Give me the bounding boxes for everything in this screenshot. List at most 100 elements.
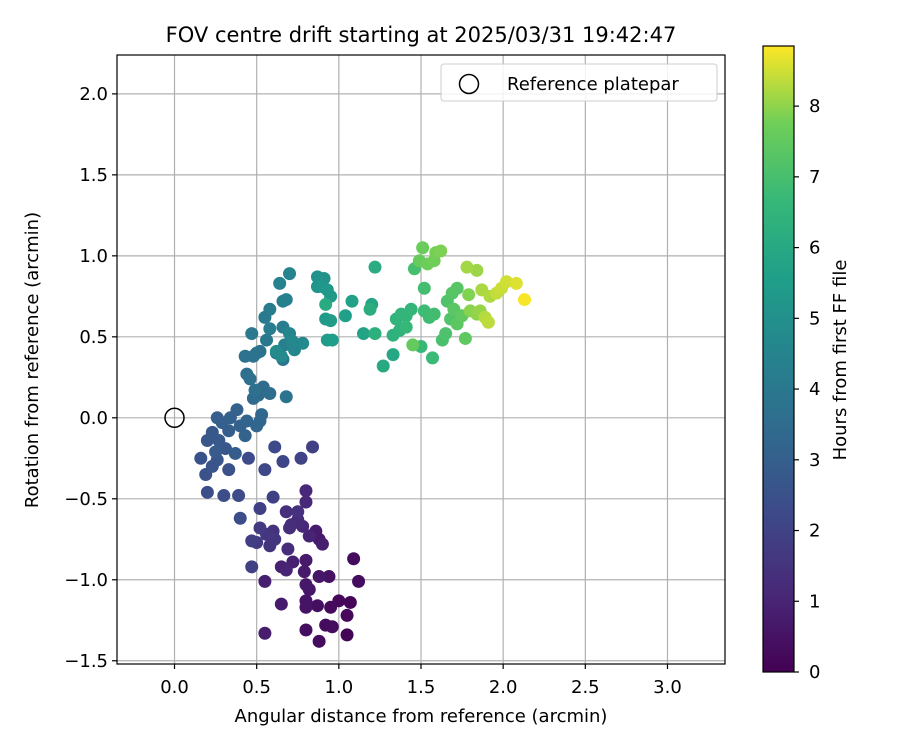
data-point xyxy=(263,387,277,401)
data-point xyxy=(294,451,308,465)
data-point xyxy=(439,327,453,341)
data-point xyxy=(209,445,223,459)
data-point xyxy=(310,599,324,613)
data-point xyxy=(340,608,354,622)
colorbar-tick-label: 5 xyxy=(809,308,820,329)
data-point xyxy=(343,595,357,609)
data-point xyxy=(194,451,208,465)
data-point xyxy=(238,429,252,443)
data-point xyxy=(263,322,277,336)
data-point xyxy=(222,463,236,477)
data-point xyxy=(241,451,255,465)
data-point xyxy=(416,241,430,255)
data-point xyxy=(200,485,214,499)
data-point xyxy=(299,484,313,498)
data-point xyxy=(368,260,382,274)
data-point xyxy=(325,333,339,347)
data-point xyxy=(450,281,464,295)
data-point xyxy=(481,315,495,329)
plot-area: 0.0 0.5 1.0 1.5 2.0 2.5 3.0 −1.5 −1.0 −0.5 0.0 0.5… xyxy=(64,54,726,698)
x-tick-label: 2.5 xyxy=(571,677,600,698)
data-point xyxy=(509,276,523,290)
data-point xyxy=(299,553,313,567)
x-tick-label: 2.0 xyxy=(489,677,518,698)
data-point xyxy=(356,327,370,341)
colorbar-gradient xyxy=(762,45,795,673)
data-point xyxy=(460,260,474,274)
data-point xyxy=(376,359,390,373)
data-point xyxy=(347,552,361,566)
y-axis-ticks: −1.5 −1.0 −0.5 0.0 0.5 1.0 1.5 2.0 xyxy=(64,84,117,672)
data-point xyxy=(245,327,259,341)
data-point xyxy=(258,463,272,477)
data-point xyxy=(281,542,295,556)
y-tick-label: −1.0 xyxy=(64,570,108,591)
scatter-points xyxy=(194,241,532,648)
data-point xyxy=(312,570,326,584)
data-point xyxy=(518,293,532,307)
colorbar-tick-label: 1 xyxy=(809,591,820,612)
data-point xyxy=(302,529,316,543)
data-point xyxy=(299,623,313,637)
colorbar-tick-label: 6 xyxy=(809,238,820,259)
data-point xyxy=(210,411,224,425)
data-point xyxy=(286,335,300,349)
data-point xyxy=(255,408,269,422)
x-tick-label: 1.0 xyxy=(325,677,354,698)
data-point xyxy=(283,521,297,535)
data-point xyxy=(312,634,326,648)
colorbar-tick-label: 7 xyxy=(809,167,820,188)
data-point xyxy=(324,314,338,328)
data-point xyxy=(230,403,244,417)
data-point xyxy=(319,297,333,311)
data-point xyxy=(253,344,267,358)
data-point xyxy=(232,489,246,503)
data-point xyxy=(253,521,267,535)
data-point xyxy=(434,244,448,258)
data-point xyxy=(404,302,418,316)
data-point xyxy=(279,390,293,404)
colorbar-tick-label: 8 xyxy=(809,96,820,117)
grid-vertical xyxy=(173,55,669,664)
colorbar-ticks: 0 1 2 3 4 5 6 7 8 xyxy=(794,96,820,683)
data-point xyxy=(299,495,313,509)
data-point xyxy=(273,276,287,290)
data-point xyxy=(427,307,441,321)
legend: Reference platepar xyxy=(440,63,718,102)
data-point xyxy=(240,414,254,428)
data-point xyxy=(352,574,366,588)
data-point xyxy=(368,327,382,341)
legend-marker-reference xyxy=(458,73,480,95)
y-tick-label: 0.5 xyxy=(79,327,108,348)
data-point xyxy=(233,511,247,525)
data-point xyxy=(258,626,272,640)
data-point xyxy=(228,446,242,460)
colorbar-tick-label: 4 xyxy=(809,379,820,400)
data-point xyxy=(274,597,288,611)
x-axis-ticks: 0.0 0.5 1.0 1.5 2.0 2.5 3.0 xyxy=(160,664,682,698)
chart-title: FOV centre drift starting at 2025/03/31 … xyxy=(166,23,677,47)
data-point xyxy=(248,383,262,397)
data-point xyxy=(297,565,311,579)
data-point xyxy=(363,302,377,316)
data-point xyxy=(258,574,272,588)
colorbar-label: Hours from first FF file xyxy=(830,260,851,461)
x-tick-label: 0.0 xyxy=(160,677,189,698)
data-point xyxy=(386,348,400,362)
data-point xyxy=(217,489,231,503)
data-point xyxy=(279,505,293,519)
data-point xyxy=(299,594,313,608)
data-point xyxy=(283,267,297,281)
data-point xyxy=(462,288,476,302)
data-point xyxy=(306,440,320,454)
y-axis-label: Rotation from reference (arcmin) xyxy=(22,212,43,508)
data-point xyxy=(338,309,352,323)
data-point xyxy=(296,336,310,350)
y-tick-label: −0.5 xyxy=(64,489,108,510)
x-axis-label: Angular distance from reference (arcmin) xyxy=(235,706,608,727)
x-tick-label: 0.5 xyxy=(242,677,271,698)
legend-label-reference: Reference platepar xyxy=(507,74,679,95)
data-point xyxy=(345,294,359,308)
data-point xyxy=(322,570,336,584)
